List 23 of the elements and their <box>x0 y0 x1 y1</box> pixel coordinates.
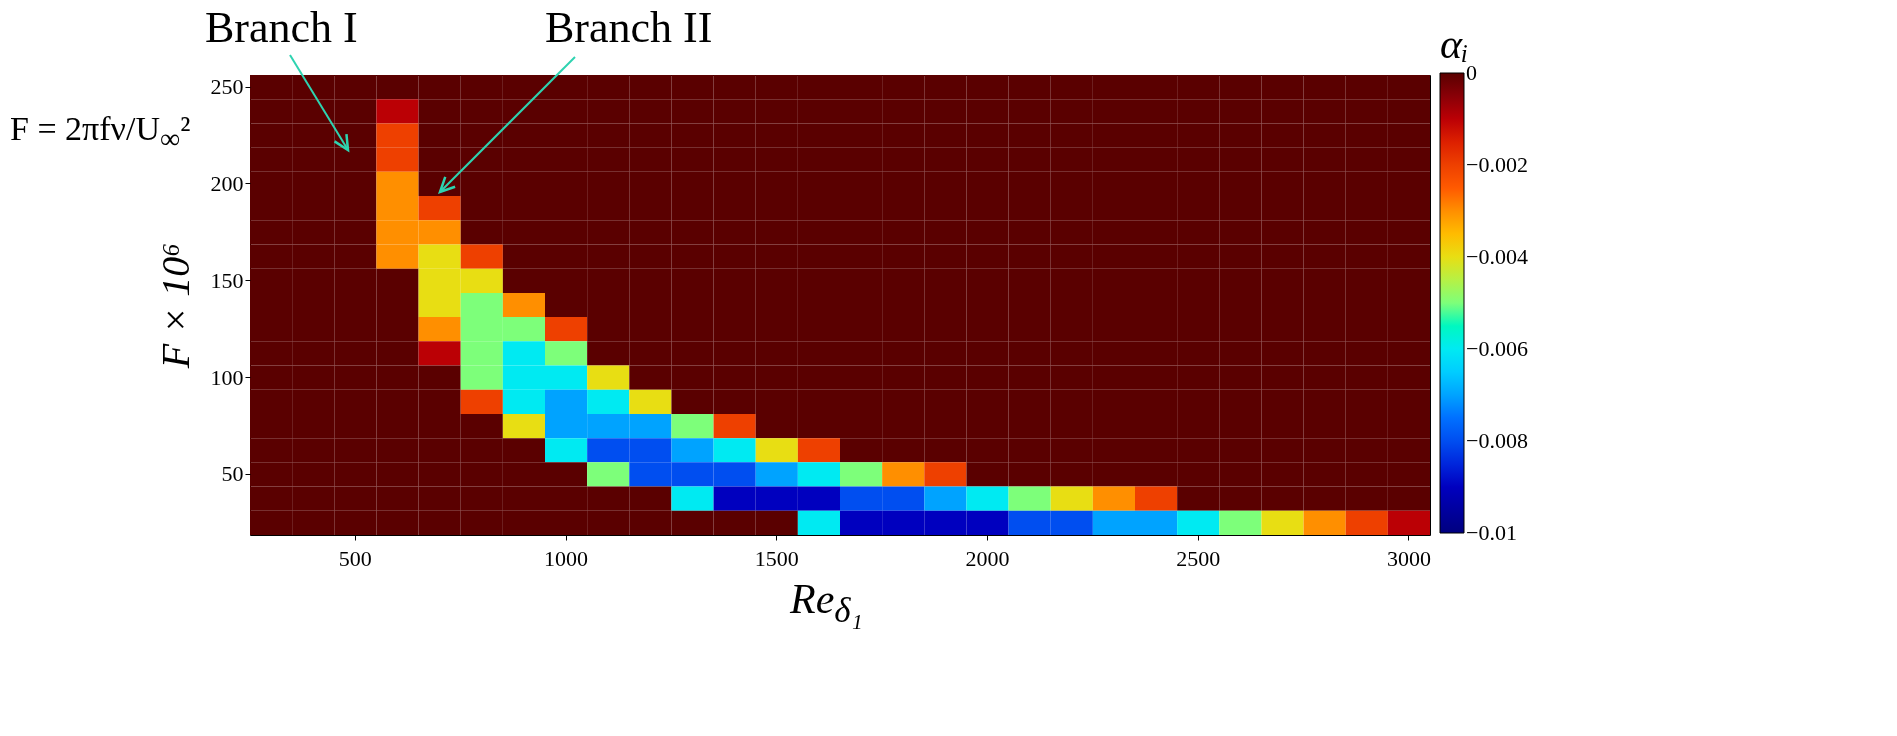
text: F = 2πfν/U$_{∞}$² <box>10 110 191 155</box>
color-bar-label: −0.008 <box>1466 428 1528 453</box>
x-axis-title: Re$_{δ₁}$ <box>790 575 863 632</box>
y-tick-label: 250 <box>210 74 244 100</box>
x-tick-label: 2000 <box>965 545 1010 571</box>
x-tick-label: 1000 <box>544 545 589 571</box>
color-bar-label: 0 <box>1466 60 1477 85</box>
y-tick-label: 150 <box>210 267 244 293</box>
x-tick-label: 1500 <box>754 545 799 571</box>
y-tick-label: 200 <box>210 170 244 196</box>
y-tick-label: 100 <box>210 364 244 390</box>
x-tick-label: 3000 <box>1386 545 1431 571</box>
color-bar-label: −0.004 <box>1466 244 1528 269</box>
x-tick-label: 2500 <box>1176 545 1221 571</box>
color-bar-label: −0.006 <box>1466 336 1528 361</box>
y-tick-label: 50 <box>221 461 244 487</box>
color-bar-label: −0.01 <box>1466 520 1517 545</box>
y-axis-title: F × 10⁶ <box>152 242 198 370</box>
text: Branch I <box>205 2 358 53</box>
color-bar-title: αᵢ <box>1440 21 1469 67</box>
color-bar-label: −0.002 <box>1466 152 1528 177</box>
x-tick-label: 500 <box>338 545 372 571</box>
text: Branch II <box>545 2 713 53</box>
